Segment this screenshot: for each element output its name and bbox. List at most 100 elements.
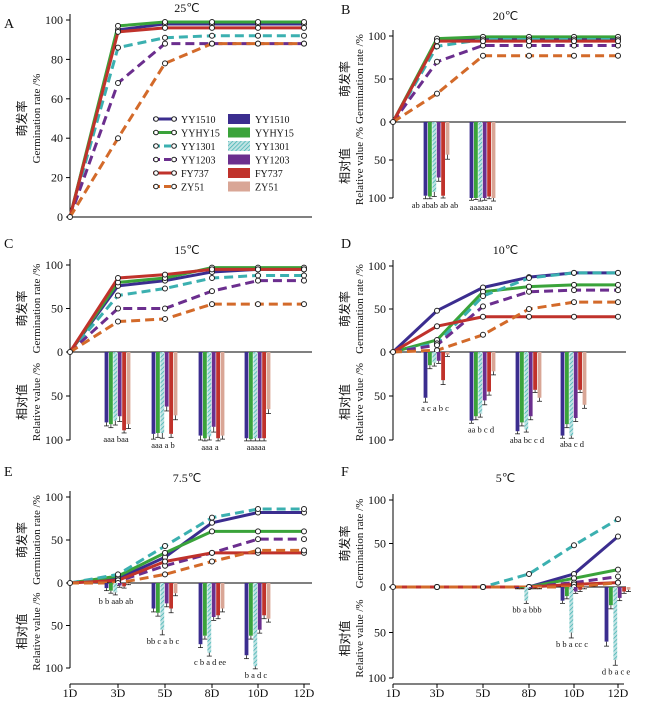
germ-label-en: Germination rate /% (31, 264, 43, 354)
point-yyhy15 (209, 18, 215, 25)
line-zy51 (69, 302, 304, 354)
bar-yyhy15 (428, 122, 432, 197)
bar-yy1203 (436, 122, 441, 178)
point-zy51 (115, 318, 121, 325)
bar-yy1203 (482, 122, 487, 198)
bar-yyhy15 (520, 352, 524, 423)
germ-label-cn: 萌发率 (14, 100, 29, 136)
bar-yy1301 (432, 352, 437, 363)
legend-bar-label: ZY51 (255, 183, 278, 194)
bar-yyhy15 (474, 352, 478, 417)
bar-yy1510 (469, 352, 474, 421)
legend-bar-yy1203 (228, 154, 250, 165)
point-yyhy15 (162, 18, 168, 25)
bar-yy1301 (160, 583, 165, 630)
bar-zy51 (173, 352, 178, 416)
bar-fy737 (533, 352, 537, 390)
bar-fy737 (216, 583, 220, 616)
bar-yy1510 (469, 122, 474, 198)
x-tick-label: 1D (386, 686, 401, 700)
y-tick-label: 80 (51, 52, 63, 66)
point-yy1510 (615, 533, 621, 540)
line-fy737 (69, 551, 304, 585)
line-zy51 (392, 54, 618, 124)
legend-bar-label: YYHY15 (255, 129, 294, 140)
point-yy1203 (115, 80, 121, 87)
bar-yy1510 (244, 352, 249, 439)
bar-yy1301 (569, 352, 574, 436)
legend-bar-label: YY1301 (255, 142, 289, 153)
point-zy51 (301, 547, 307, 554)
legend-marker (153, 143, 159, 149)
bar-yy1510 (244, 583, 249, 656)
bar-fy737 (441, 122, 445, 196)
bar-zy51 (126, 583, 131, 584)
panel-c: C 15℃ 0 50 100 萌发率 Germination rate /% 50 100 相对值… (4, 237, 312, 452)
bar-yy1301 (478, 352, 483, 414)
point-yy1203 (209, 288, 215, 295)
bar-yy1301 (253, 583, 258, 667)
panel-letter: E (4, 465, 13, 480)
bar-yy1510 (515, 352, 520, 432)
significance-letters: b b a cc c (556, 639, 588, 649)
point-zy51 (615, 299, 621, 306)
bar-zy51 (266, 352, 271, 410)
y-tick-label: 0 (57, 210, 63, 224)
point-fy737 (571, 38, 577, 45)
point-yy1203 (615, 287, 621, 294)
point-yy1301 (571, 542, 577, 549)
germ-label-en: Germination rate /% (354, 34, 366, 124)
rel-y-tick-label: 100 (368, 671, 386, 685)
line-yyhy15 (392, 283, 618, 354)
bar-zy51 (220, 352, 225, 436)
x-tick-label: 5D (476, 686, 491, 700)
bar-yy1203 (482, 352, 487, 401)
bar-yyhy15 (203, 583, 207, 636)
bar-yy1203 (617, 587, 622, 598)
point-zy51 (209, 558, 215, 565)
rel-label-en: Relative value /% (354, 363, 366, 441)
bar-yy1301 (478, 122, 483, 198)
significance-letters: aaaaaa (470, 202, 493, 212)
legend-line-label: YY1203 (181, 156, 215, 167)
bar-zy51 (491, 352, 496, 372)
point-yy1301 (255, 506, 261, 513)
significance-letters: a c a b c (421, 403, 449, 413)
panel-title: 20℃ (493, 9, 518, 23)
legend-marker (153, 129, 159, 136)
point-yy1301 (255, 272, 261, 279)
bar-zy51 (173, 583, 178, 594)
point-yy1301 (480, 293, 486, 300)
point-yyhy15 (255, 18, 261, 25)
bar-yy1510 (151, 352, 156, 434)
point-yy1301 (115, 571, 121, 578)
point-zy51 (255, 40, 261, 47)
bar-yy1301 (524, 587, 529, 601)
germ-label-cn: 萌发率 (337, 291, 352, 327)
point-origin (67, 580, 73, 586)
y-tick-label: 50 (374, 302, 386, 316)
point-yyhy15 (115, 22, 121, 29)
germ-label-cn: 萌发率 (337, 525, 352, 561)
point-yy1301 (615, 516, 621, 523)
point-yy1203 (162, 40, 168, 47)
point-zy51 (571, 52, 577, 59)
germ-label-cn: 萌发率 (337, 61, 352, 97)
legend-bar-label: FY737 (255, 169, 283, 180)
legend: YY1510 YY1510 YYHY15 YYHY15 YY1301 YY1301 YY12… (153, 114, 294, 194)
line-yy1203 (68, 279, 304, 354)
germ-label-cn: 萌发率 (14, 522, 29, 558)
point-yy1301 (162, 34, 168, 41)
significance-letters: aaa baa (103, 434, 128, 444)
bar-yyhy15 (203, 352, 207, 439)
significance-letters: c b a d ee (194, 657, 226, 667)
y-tick-label: 100 (45, 258, 63, 272)
point-fy737 (615, 313, 621, 320)
bar-yy1510 (104, 583, 109, 589)
bar-yy1301 (569, 587, 574, 633)
bar-yy1301 (432, 122, 437, 192)
bar-yy1203 (164, 583, 169, 604)
point-yy1203 (434, 342, 440, 349)
bar-zy51 (220, 583, 225, 609)
point-zy51 (480, 584, 486, 590)
